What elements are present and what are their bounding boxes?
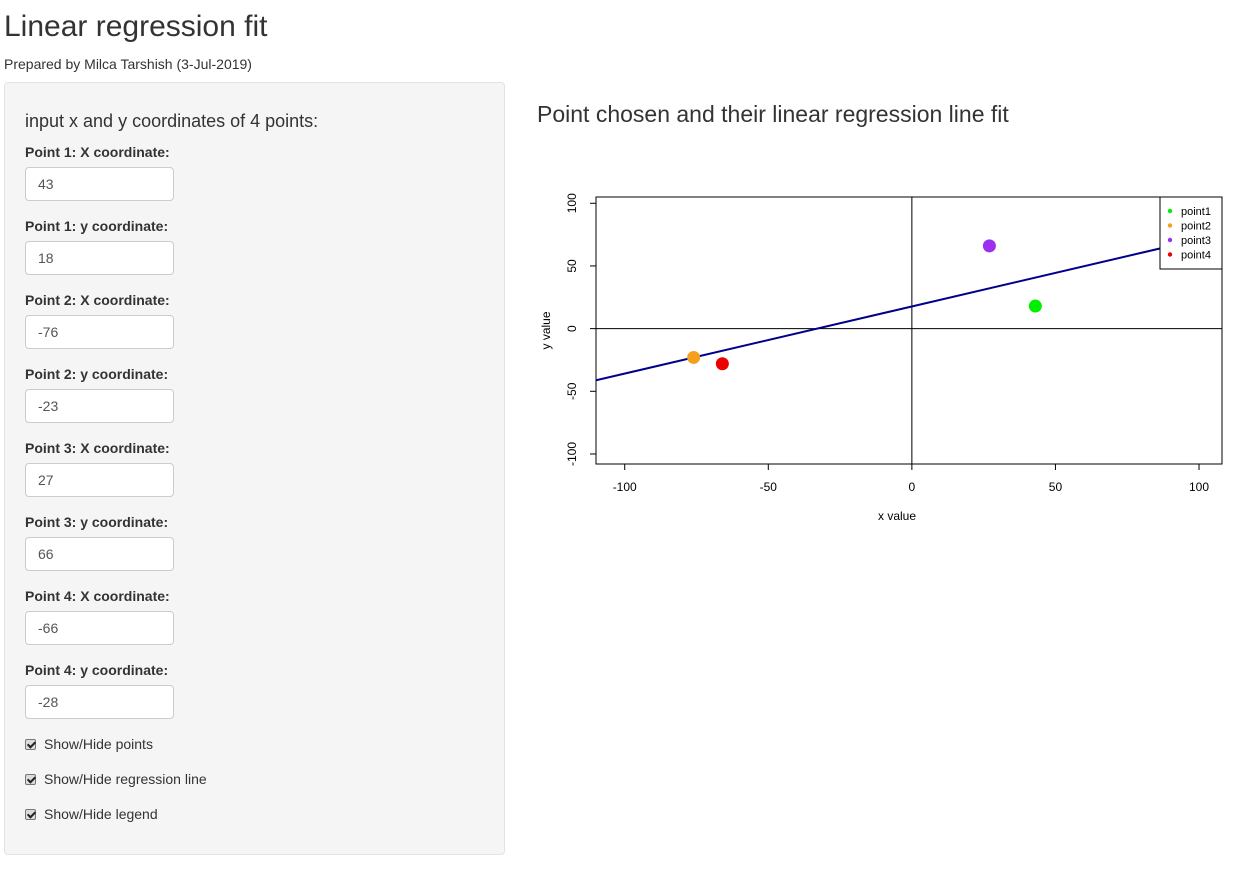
point1-x-label: Point 1: X coordinate:	[25, 144, 170, 160]
point3-y-input[interactable]	[25, 537, 174, 571]
show-legend-label: Show/Hide legend	[44, 806, 158, 822]
show-points-label: Show/Hide points	[44, 736, 153, 752]
y-tick-label: -100	[565, 442, 579, 466]
x-tick-label: 50	[1049, 480, 1063, 494]
page-subtitle: Prepared by Milca Tarshish (3-Jul-2019)	[4, 56, 252, 72]
point4-y-label: Point 4: y coordinate:	[25, 662, 169, 678]
legend-point2-label: point2	[1181, 221, 1211, 233]
point2-point	[687, 350, 701, 364]
point3-y-label: Point 3: y coordinate:	[25, 514, 169, 530]
point4-point	[715, 357, 729, 371]
sidebar-panel: input x and y coordinates of 4 points: P…	[4, 82, 505, 855]
sidebar-heading: input x and y coordinates of 4 points:	[25, 111, 319, 131]
point1-x-input[interactable]	[25, 167, 174, 201]
plot-title: Point chosen and their linear regression…	[537, 101, 1009, 127]
x-tick-label: 100	[1189, 480, 1209, 494]
regression-line	[596, 232, 1222, 382]
point1-y-input[interactable]	[25, 241, 174, 275]
show-legend-checkbox[interactable]	[25, 808, 36, 820]
x-axis-label: x value	[878, 509, 916, 523]
show-regression-line-label: Show/Hide regression line	[44, 771, 207, 787]
y-tick-label: 100	[565, 193, 579, 213]
x-tick-label: -100	[613, 480, 637, 494]
point1-x-field: Point 1: X coordinate:	[25, 143, 174, 201]
legend-point3-label: point3	[1181, 235, 1211, 247]
point2-x-input[interactable]	[25, 315, 174, 349]
point3-x-input[interactable]	[25, 463, 174, 497]
point2-y-field: Point 2: y coordinate:	[25, 365, 174, 423]
y-tick-label: 0	[565, 325, 579, 332]
legend-point4-label: point4	[1181, 250, 1211, 262]
legend-point2-marker	[1167, 223, 1173, 228]
point4-y-field: Point 4: y coordinate:	[25, 661, 174, 719]
point4-x-field: Point 4: X coordinate:	[25, 587, 174, 645]
point4-x-input[interactable]	[25, 611, 174, 645]
show-regression-line-checkbox[interactable]	[25, 773, 36, 785]
y-tick-label: 50	[565, 259, 579, 273]
point3-y-field: Point 3: y coordinate:	[25, 513, 174, 571]
point4-x-label: Point 4: X coordinate:	[25, 588, 170, 604]
page-title: Linear regression fit	[4, 10, 268, 43]
point2-x-label: Point 2: X coordinate:	[25, 292, 170, 308]
point4-y-input[interactable]	[25, 685, 174, 719]
point2-x-field: Point 2: X coordinate:	[25, 291, 174, 349]
legend-point1-marker	[1167, 208, 1173, 214]
point1-y-label: Point 1: y coordinate:	[25, 218, 169, 234]
legend-point1-label: point1	[1181, 206, 1211, 218]
show-points-checkbox-row[interactable]: Show/Hide points	[25, 734, 153, 754]
point3-x-label: Point 3: X coordinate:	[25, 440, 170, 456]
legend-point3-marker	[1167, 237, 1173, 243]
regression-plot: -100 -50 0 50 100 -100 -50 0 50 100 x value y value…	[539, 193, 1223, 523]
point1-y-field: Point 1: y coordinate:	[25, 217, 174, 275]
x-tick-label: 0	[909, 480, 916, 494]
legend-point4-marker	[1167, 252, 1173, 257]
point2-y-input[interactable]	[25, 389, 174, 423]
point2-y-label: Point 2: y coordinate:	[25, 366, 169, 382]
x-tick-label: -50	[760, 480, 778, 494]
show-points-checkbox[interactable]	[25, 738, 36, 750]
point3-point	[982, 239, 996, 253]
y-tick-label: -50	[565, 382, 579, 400]
point3-x-field: Point 3: X coordinate:	[25, 439, 174, 497]
plot-frame	[595, 196, 1223, 465]
show-regression-checkbox-row[interactable]: Show/Hide regression line	[25, 769, 207, 789]
point1-point	[1028, 299, 1042, 313]
show-legend-checkbox-row[interactable]: Show/Hide legend	[25, 804, 158, 824]
y-axis-label: y value	[539, 311, 553, 349]
